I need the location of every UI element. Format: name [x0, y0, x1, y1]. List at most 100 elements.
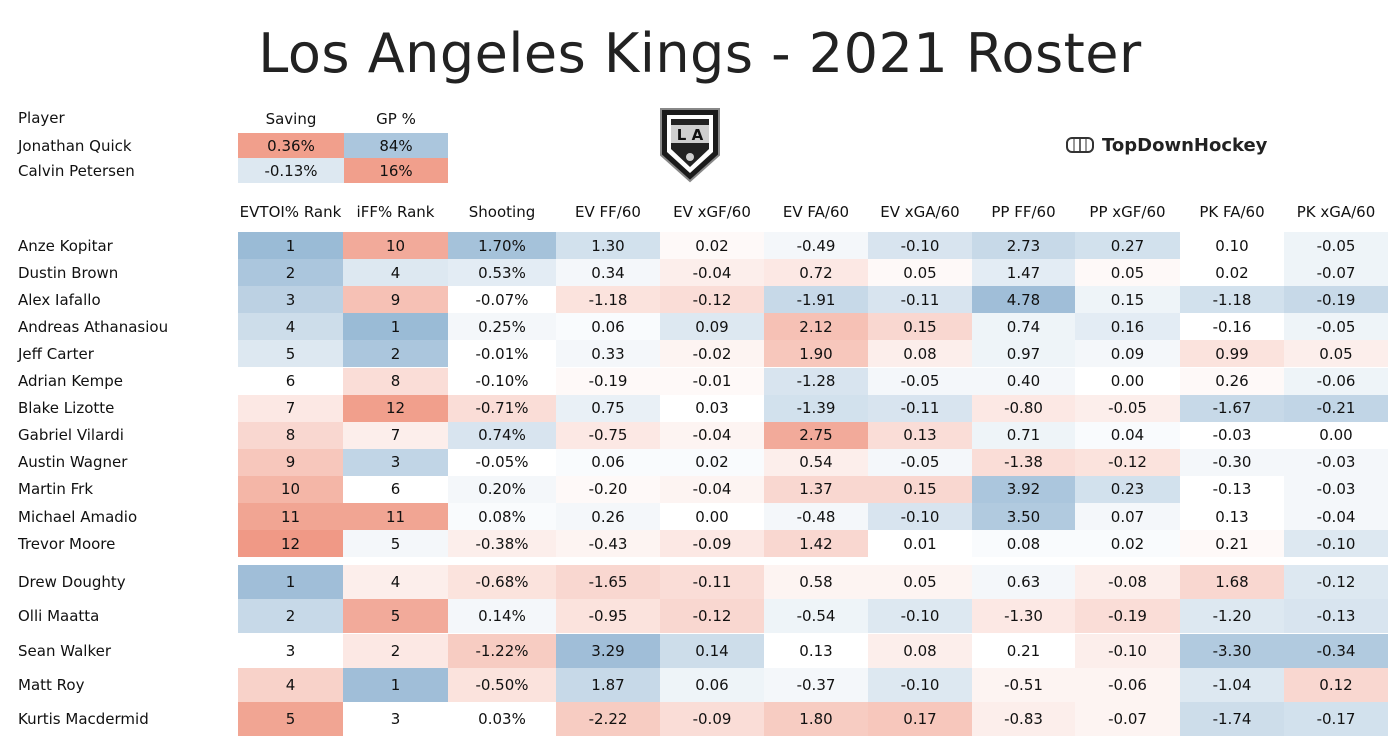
forwards-cell: 1.90 — [764, 340, 868, 368]
defense-cell: -1.30 — [972, 599, 1075, 634]
defense-cell: 0.12 — [1284, 667, 1388, 702]
forwards-cell: 1.47 — [972, 259, 1075, 287]
forwards-cell: -0.02 — [660, 340, 764, 368]
goalie-cell: 16% — [344, 158, 448, 183]
forwards-cell: -1.18 — [556, 286, 660, 314]
brand-name: TopDownHockey — [1102, 134, 1268, 156]
defense-cell: -0.12 — [1284, 565, 1388, 599]
defense-cell: 1 — [343, 667, 448, 702]
defense-cell: 0.13 — [764, 633, 868, 668]
defense-cell: -0.12 — [660, 599, 764, 634]
defense-cell: -0.10 — [868, 599, 972, 634]
forwards-cell: -0.03 — [1180, 421, 1284, 449]
defense-cell: -0.10 — [1075, 633, 1180, 668]
column-header: EV xGF/60 — [673, 203, 751, 221]
forwards-cell: 0.04 — [1075, 421, 1180, 449]
forwards-cell: 0.16 — [1075, 313, 1180, 341]
defense-cell: -1.04 — [1180, 667, 1284, 702]
forwards-cell: 0.15 — [1075, 286, 1180, 314]
defense-cell: 1 — [238, 565, 343, 599]
goalie-player-header: Player — [18, 109, 65, 127]
forwards-cell: -1.91 — [764, 286, 868, 314]
forwards-cell: 0.74 — [972, 313, 1075, 341]
defense-cell: 4 — [343, 565, 448, 599]
forwards-cell: 0.75 — [556, 394, 660, 422]
forwards-cell: 0.33 — [556, 340, 660, 368]
forwards-cell: -0.20 — [556, 475, 660, 503]
forwards-cell: -0.11 — [868, 286, 972, 314]
forwards-cell: 2.12 — [764, 313, 868, 341]
forwards-player-name: Trevor Moore — [18, 534, 116, 553]
forwards-cell: 0.27 — [1075, 232, 1180, 259]
defense-cell: -0.51 — [972, 667, 1075, 702]
forwards-cell: -0.04 — [1284, 503, 1388, 530]
forwards-cell: 1.70% — [448, 232, 556, 259]
forwards-cell: 0.00 — [660, 503, 764, 530]
forwards-cell: -0.07% — [448, 286, 556, 314]
forwards-cell: 0.01 — [868, 530, 972, 558]
page-title: Los Angeles Kings - 2021 Roster — [258, 22, 1142, 85]
column-header: EV FA/60 — [782, 203, 850, 221]
forwards-cell: 6 — [238, 367, 343, 395]
column-header: PP FF/60 — [991, 203, 1056, 221]
forwards-cell: 0.00 — [1284, 421, 1388, 449]
forwards-cell: 0.21 — [1180, 530, 1284, 558]
forwards-player-name: Blake Lizotte — [18, 399, 115, 418]
forwards-cell: 0.99 — [1180, 340, 1284, 368]
forwards-cell: 0.02 — [1075, 530, 1180, 558]
forwards-cell: 3.50 — [972, 503, 1075, 530]
defense-cell: -0.13 — [1284, 599, 1388, 634]
forwards-cell: -0.03 — [1284, 448, 1388, 476]
forwards-cell: -0.11 — [868, 394, 972, 422]
forwards-cell: 7 — [238, 394, 343, 422]
defense-cell: 4 — [238, 667, 343, 702]
forwards-cell: -1.18 — [1180, 286, 1284, 314]
forwards-cell: 3 — [238, 286, 343, 314]
forwards-cell: 5 — [343, 530, 448, 558]
forwards-cell: 0.08% — [448, 503, 556, 530]
column-header: EVTOI% Rank — [239, 203, 342, 221]
forwards-cell: -0.12 — [660, 286, 764, 314]
forwards-cell: -0.05 — [1284, 232, 1388, 259]
forwards-cell: 0.00 — [1075, 367, 1180, 395]
forwards-cell: 10 — [238, 475, 343, 503]
defense-cell: 1.80 — [764, 702, 868, 737]
forwards-player-name: Gabriel Vilardi — [18, 426, 124, 445]
forwards-cell: 12 — [343, 394, 448, 422]
defense-cell: 0.03% — [448, 702, 556, 737]
column-header: iFF% Rank — [356, 203, 435, 221]
forwards-cell: -0.75 — [556, 421, 660, 449]
la-kings-shield-icon: L A — [657, 103, 723, 183]
forwards-cell: 5 — [238, 340, 343, 368]
defense-cell: 3 — [343, 702, 448, 737]
forwards-cell: 0.23 — [1075, 475, 1180, 503]
forwards-cell: -0.21 — [1284, 394, 1388, 422]
forwards-cell: -0.49 — [764, 232, 868, 259]
defense-cell: -1.20 — [1180, 599, 1284, 634]
forwards-cell: 0.08 — [868, 340, 972, 368]
goalie-cell: 84% — [344, 133, 448, 158]
forwards-cell: 0.26 — [1180, 367, 1284, 395]
forwards-player-name: Austin Wagner — [18, 453, 128, 472]
forwards-cell: 8 — [238, 421, 343, 449]
defense-cell: 0.14 — [660, 633, 764, 668]
defense-cell: 5 — [238, 702, 343, 737]
forwards-player-name: Anze Kopitar — [18, 236, 113, 255]
column-header: EV FF/60 — [575, 203, 641, 221]
defense-cell: -0.37 — [764, 667, 868, 702]
forwards-cell: -1.67 — [1180, 394, 1284, 422]
defense-cell: 1.68 — [1180, 565, 1284, 599]
forwards-cell: 0.25% — [448, 313, 556, 341]
defense-cell: 0.06 — [660, 667, 764, 702]
forwards-cell: -0.06 — [1284, 367, 1388, 395]
forwards-player-name: Jeff Carter — [18, 344, 94, 363]
forwards-cell: 0.26 — [556, 503, 660, 530]
defense-cell: -1.22% — [448, 633, 556, 668]
forwards-cell: 0.97 — [972, 340, 1075, 368]
goalie-name: Calvin Petersen — [18, 161, 135, 180]
forwards-cell: 1 — [343, 313, 448, 341]
forwards-cell: 0.53% — [448, 259, 556, 287]
forwards-cell: 10 — [343, 232, 448, 259]
forwards-cell: -0.05 — [1284, 313, 1388, 341]
forwards-cell: 0.02 — [1180, 259, 1284, 287]
